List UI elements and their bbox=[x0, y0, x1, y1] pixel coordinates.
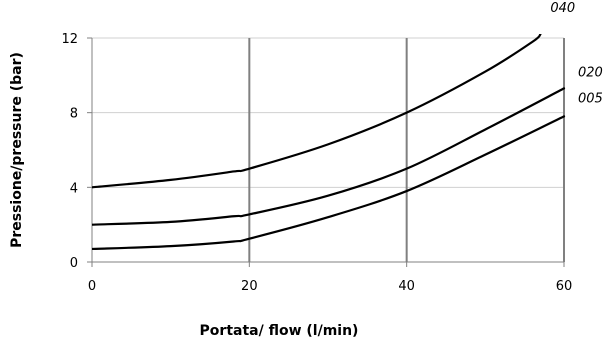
y-tick-label-4: 4 bbox=[70, 181, 78, 196]
y-tick-label-12: 12 bbox=[61, 32, 78, 47]
x-tick-label-40: 40 bbox=[398, 279, 415, 294]
x-tick-label-60: 60 bbox=[556, 279, 573, 294]
series-line-040 bbox=[92, 34, 542, 189]
x-axis-title: Portata/ flow (l/min) bbox=[200, 323, 359, 339]
axis-layer bbox=[87, 37, 565, 267]
y-tick-label-0: 0 bbox=[70, 256, 78, 271]
series-label-020: 020 bbox=[578, 65, 603, 80]
y-tick-label-8: 8 bbox=[70, 107, 78, 122]
x-tick-label-0: 0 bbox=[88, 279, 96, 294]
series-line-005 bbox=[92, 115, 566, 251]
series-line-020 bbox=[92, 87, 566, 226]
series-label-005: 005 bbox=[578, 91, 603, 106]
grid-layer bbox=[92, 37, 565, 262]
series-layer bbox=[92, 34, 566, 251]
series-label-040: 040 bbox=[550, 1, 575, 16]
x-tick-label-20: 20 bbox=[241, 279, 258, 294]
y-axis-title: Pressione/pressure (bar) bbox=[9, 52, 25, 248]
